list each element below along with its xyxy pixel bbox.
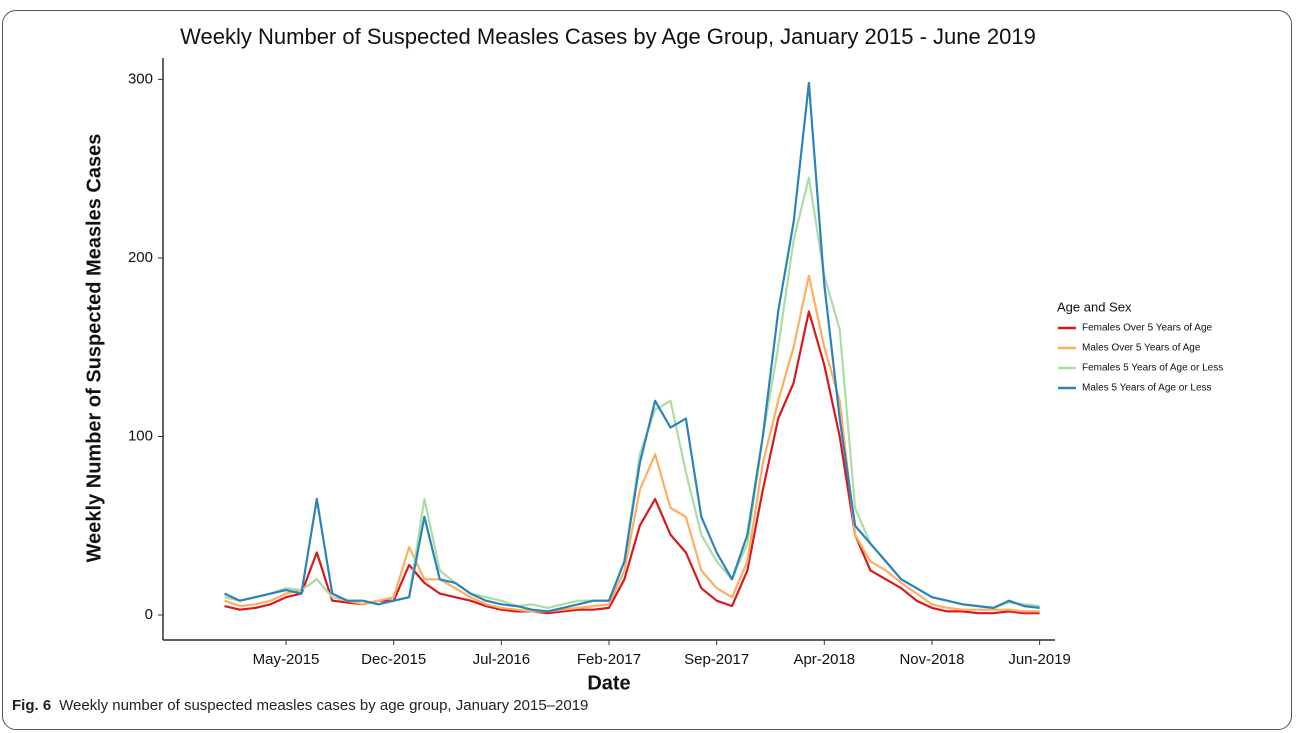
series-line bbox=[224, 176, 1040, 609]
x-axis-title: Date bbox=[587, 672, 630, 694]
x-tick-label: Dec-2015 bbox=[361, 651, 426, 668]
caption-label: Fig. 6 bbox=[12, 697, 52, 714]
y-axis-title: Weekly Number of Suspected Measles Cases bbox=[83, 134, 105, 563]
chart-title: Weekly Number of Suspected Measles Cases… bbox=[180, 24, 1036, 49]
x-tick-label: Sep-2017 bbox=[684, 651, 749, 668]
y-tick-label: 0 bbox=[145, 606, 153, 623]
x-tick-label: Jun-2019 bbox=[1008, 651, 1071, 668]
caption: Fig. 6 Weekly number of suspected measles… bbox=[12, 697, 588, 714]
series-line bbox=[224, 81, 1040, 613]
series-line bbox=[224, 274, 1040, 613]
y-tick-label: 300 bbox=[128, 70, 153, 87]
legend-label: Males 5 Years of Age or Less bbox=[1082, 383, 1212, 394]
x-tick-label: Jul-2016 bbox=[473, 651, 531, 668]
legend-label: Males Over 5 Years of Age bbox=[1082, 343, 1201, 354]
series-line bbox=[224, 310, 1040, 615]
figure-card bbox=[2, 10, 1292, 730]
caption-text: Weekly number of suspected measles cases… bbox=[59, 697, 589, 714]
legend-label: Females 5 Years of Age or Less bbox=[1082, 363, 1223, 374]
y-tick-label: 100 bbox=[128, 427, 153, 444]
x-tick-label: Nov-2018 bbox=[899, 651, 964, 668]
x-tick-label: May-2015 bbox=[253, 651, 320, 668]
legend-label: Females Over 5 Years of Age bbox=[1082, 323, 1213, 334]
legend-title: Age and Sex bbox=[1057, 299, 1132, 314]
x-tick-label: Apr-2018 bbox=[793, 651, 855, 668]
x-tick-label: Feb-2017 bbox=[577, 651, 641, 668]
y-tick-label: 200 bbox=[128, 249, 153, 266]
